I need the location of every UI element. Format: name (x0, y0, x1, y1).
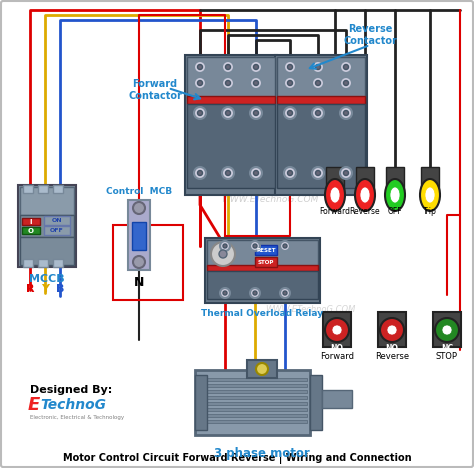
Circle shape (219, 250, 227, 258)
Circle shape (222, 107, 234, 119)
Text: Forward: Forward (320, 352, 354, 361)
Circle shape (312, 167, 324, 179)
Text: STOP: STOP (436, 352, 458, 361)
Ellipse shape (390, 187, 400, 203)
Bar (113, 225, 183, 300)
Text: N: N (134, 276, 144, 288)
Bar (433, 312, 461, 347)
Text: TechnoG: TechnoG (40, 398, 106, 412)
Bar (277, 57, 365, 98)
Text: NC: NC (441, 344, 453, 353)
Circle shape (226, 170, 230, 176)
Text: Y: Y (41, 284, 49, 294)
Circle shape (250, 77, 262, 89)
Circle shape (280, 241, 290, 251)
Text: Reverse: Reverse (375, 352, 409, 361)
Circle shape (198, 170, 202, 176)
Circle shape (284, 167, 296, 179)
Circle shape (325, 318, 349, 342)
Bar (326, 167, 344, 195)
Bar (323, 312, 351, 347)
Circle shape (133, 202, 145, 214)
Circle shape (254, 80, 258, 86)
Circle shape (194, 167, 206, 179)
Bar (200, 378, 307, 381)
Text: ON: ON (52, 218, 62, 222)
Bar (187, 96, 275, 104)
Bar (195, 370, 310, 435)
Circle shape (223, 244, 227, 248)
Circle shape (256, 363, 268, 375)
Circle shape (288, 170, 292, 176)
Bar (200, 408, 307, 411)
Circle shape (316, 170, 320, 176)
Bar (255, 245, 277, 255)
Circle shape (283, 291, 287, 295)
Circle shape (211, 242, 235, 266)
Bar (386, 167, 404, 195)
Circle shape (250, 288, 260, 298)
Bar (277, 104, 365, 188)
Circle shape (194, 107, 206, 119)
Text: NO: NO (385, 344, 399, 353)
Circle shape (250, 167, 262, 179)
Circle shape (226, 65, 230, 70)
Circle shape (222, 77, 234, 89)
Circle shape (340, 61, 352, 73)
Ellipse shape (420, 179, 440, 211)
Bar (23, 259, 33, 267)
Text: Trip: Trip (423, 207, 437, 216)
Circle shape (253, 244, 257, 248)
Circle shape (312, 61, 324, 73)
Text: Reverse
Contactor: Reverse Contactor (343, 24, 397, 46)
Circle shape (340, 107, 352, 119)
Text: Forward
Contactor: Forward Contactor (128, 79, 182, 101)
Bar (247, 360, 277, 378)
Circle shape (332, 325, 342, 335)
Text: RESET: RESET (256, 248, 276, 253)
Bar (187, 104, 275, 188)
Circle shape (288, 80, 292, 86)
Ellipse shape (355, 179, 375, 211)
Circle shape (222, 167, 234, 179)
Text: Electronic, Electrical & Technology: Electronic, Electrical & Technology (30, 416, 124, 421)
Text: I: I (30, 219, 32, 225)
Bar (53, 185, 63, 193)
Bar (207, 265, 318, 271)
Circle shape (253, 291, 257, 295)
Circle shape (316, 110, 320, 116)
Circle shape (288, 65, 292, 70)
Text: NO: NO (330, 344, 344, 353)
Bar (205, 238, 320, 303)
Circle shape (340, 77, 352, 89)
Circle shape (284, 107, 296, 119)
Text: WWW.ETechnoG.COM: WWW.ETechnoG.COM (265, 306, 355, 314)
Text: Reverse: Reverse (350, 207, 380, 216)
Bar (200, 396, 307, 399)
Text: Thermal Overload Relay: Thermal Overload Relay (201, 308, 323, 317)
Circle shape (254, 110, 258, 116)
Circle shape (198, 110, 202, 116)
Bar (38, 259, 48, 267)
Bar (20, 187, 74, 215)
Bar (22, 227, 40, 234)
Circle shape (387, 325, 397, 335)
Circle shape (284, 61, 296, 73)
Circle shape (344, 110, 348, 116)
Circle shape (133, 256, 145, 268)
Bar (187, 57, 275, 98)
Bar (200, 384, 307, 387)
Circle shape (222, 61, 234, 73)
Bar (255, 257, 277, 267)
Bar (200, 402, 307, 405)
Bar (132, 222, 146, 250)
Bar (22, 218, 40, 225)
Bar (185, 55, 277, 195)
Circle shape (312, 77, 324, 89)
Bar (53, 259, 63, 267)
Text: WWW.ETechnoG.COM: WWW.ETechnoG.COM (221, 196, 319, 205)
Circle shape (223, 291, 227, 295)
Text: Forward: Forward (319, 207, 350, 216)
Bar (38, 185, 48, 193)
